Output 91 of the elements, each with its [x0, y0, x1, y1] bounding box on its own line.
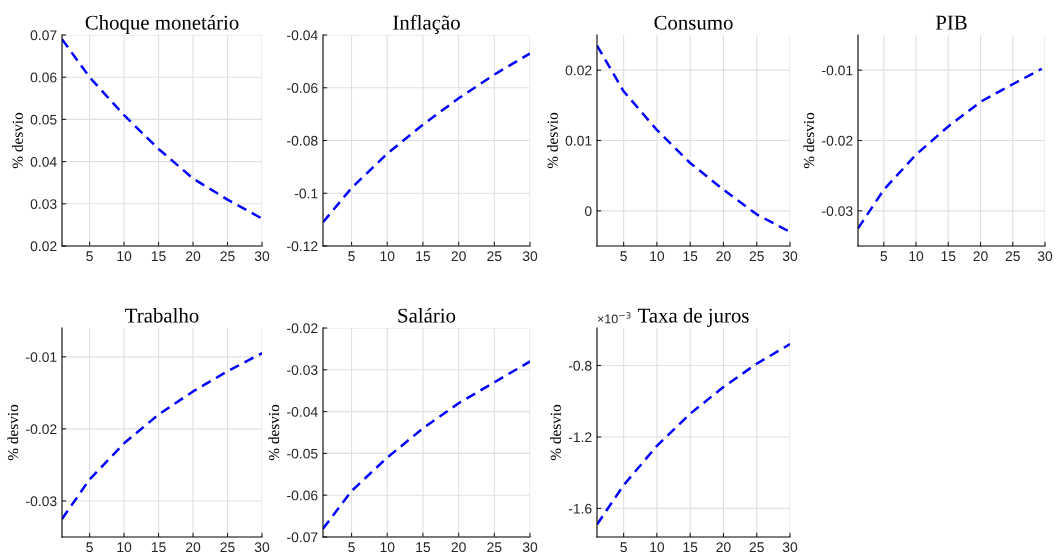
x-tick-label: 10 — [909, 251, 924, 262]
x-tick-label: 20 — [186, 542, 201, 553]
y-tick-label: -0.01 — [822, 65, 853, 76]
x-tick-label: 10 — [650, 251, 665, 262]
y-axis-title: % desvio — [547, 112, 558, 169]
x-tick-label: 25 — [220, 542, 235, 553]
x-tick-label: 30 — [782, 542, 798, 553]
x-tick-label: 25 — [220, 251, 235, 262]
chart-title: Consumo — [654, 15, 733, 30]
x-tick-label: 25 — [487, 542, 502, 553]
y-tick-label: -0.04 — [287, 406, 318, 417]
x-tick-label: 25 — [487, 251, 502, 262]
chart-title: Trabalho — [125, 307, 199, 323]
x-tick-label: 20 — [973, 251, 988, 262]
x-tick-label: 5 — [620, 251, 627, 262]
y-tick-label: -0.02 — [26, 424, 57, 435]
y-tick-label: 0.05 — [30, 114, 57, 125]
x-tick-label: 25 — [749, 542, 764, 553]
x-tick-label: 20 — [716, 251, 731, 262]
y-tick-label: -0.06 — [287, 83, 318, 93]
y-tick-label: 0.04 — [30, 156, 57, 167]
x-tick-label: 15 — [151, 542, 166, 553]
x-tick-label: 5 — [348, 251, 355, 262]
y-tick-label: -0.03 — [822, 206, 853, 216]
line-series — [858, 67, 1044, 230]
chart-title: PIB — [935, 15, 967, 30]
x-tick-label: 20 — [186, 251, 201, 262]
x-tick-label: 30 — [522, 542, 538, 553]
y-tick-label: -1.2 — [568, 432, 592, 442]
y-tick-label: -0.08 — [287, 135, 318, 146]
y-tick-label: -0.05 — [287, 448, 318, 459]
x-tick-label: 30 — [1037, 251, 1053, 262]
line-series — [62, 351, 262, 521]
chart-title: Choque monetário — [85, 14, 239, 34]
x-tick-label: 10 — [650, 542, 665, 553]
x-tick-label: 15 — [416, 251, 431, 262]
x-tick-label: 10 — [380, 542, 395, 553]
x-tick-label: 25 — [749, 251, 764, 262]
y-tick-label: 0 — [584, 206, 592, 216]
chart-title: Inflação — [393, 14, 460, 34]
x-tick-label: 20 — [716, 542, 731, 553]
x-tick-label: 5 — [880, 251, 888, 262]
x-tick-label: 15 — [683, 251, 698, 262]
y-axis-title: % desvio — [268, 404, 280, 461]
x-tick-label: 30 — [254, 251, 270, 262]
y-tick-label: -0.8 — [568, 360, 592, 371]
x-tick-label: 5 — [348, 542, 355, 553]
y-tick-label: -0.02 — [822, 135, 853, 146]
x-tick-label: 30 — [782, 251, 798, 262]
x-tick-label: 10 — [117, 251, 132, 262]
x-tick-label: 10 — [380, 251, 395, 262]
line-series — [323, 52, 530, 224]
line-series — [597, 44, 790, 234]
x-tick-label: 15 — [941, 251, 956, 262]
y-axis-title: % desvio — [12, 112, 23, 169]
y-tick-label: -0.06 — [287, 490, 318, 501]
y-tick-label: 0.01 — [565, 135, 592, 146]
x-tick-label: 15 — [151, 251, 166, 262]
x-tick-label: 10 — [117, 542, 132, 553]
y-tick-label: 0.03 — [30, 199, 57, 209]
line-series — [323, 360, 530, 530]
text: ×10$^{−3}$ — [597, 311, 631, 324]
x-tick-label: 30 — [254, 542, 270, 553]
chart-title: Taxa de juros — [637, 307, 749, 327]
y-tick-label: 0.07 — [30, 30, 57, 41]
y-tick-label: -1.6 — [568, 503, 592, 514]
x-tick-label: 20 — [451, 542, 466, 553]
x-tick-label: 25 — [1005, 251, 1020, 262]
x-tick-label: 5 — [620, 542, 627, 553]
x-tick-label: 15 — [683, 542, 698, 553]
x-tick-label: 15 — [416, 542, 431, 553]
x-tick-label: 5 — [86, 251, 93, 262]
y-tick-label: -0.01 — [26, 352, 57, 362]
y-tick-label: -0.03 — [287, 365, 318, 375]
y-tick-label: 0.06 — [30, 72, 57, 83]
y-axis-title: % desvio — [550, 404, 561, 461]
y-tick-label: -0.04 — [287, 30, 318, 41]
y-axis-title: % desvio — [803, 112, 815, 169]
y-tick-label: -0.1 — [294, 188, 318, 199]
x-tick-label: 30 — [522, 251, 538, 262]
y-tick-label: -0.12 — [287, 241, 318, 252]
y-tick-label: 0.02 — [565, 65, 592, 76]
y-tick-label: 0.02 — [30, 241, 57, 252]
y-axis-title: % desvio — [7, 404, 19, 461]
line-series — [597, 342, 790, 526]
chart-title: Salário — [398, 307, 456, 323]
y-tick-label: -0.02 — [287, 323, 318, 334]
x-tick-label: 5 — [86, 542, 93, 553]
y-tick-label: -0.03 — [26, 496, 57, 507]
y-tick-label: -0.07 — [287, 532, 318, 543]
x-tick-label: 20 — [451, 251, 466, 262]
